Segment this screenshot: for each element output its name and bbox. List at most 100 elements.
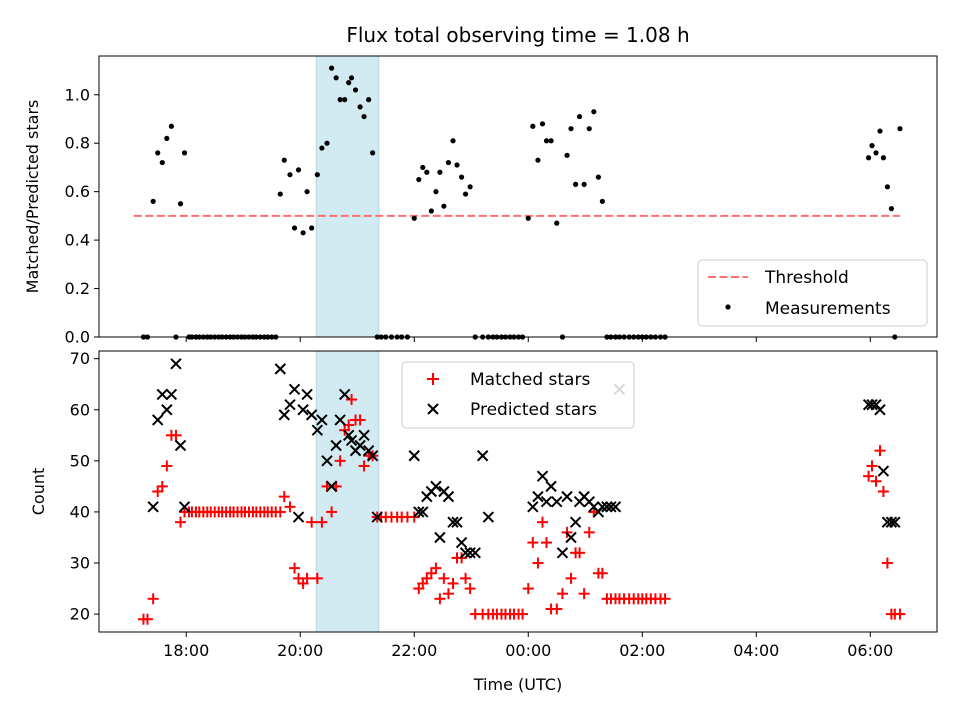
measurement-point [295,167,302,173]
measurement-point [150,198,156,204]
matched-star-point [326,506,338,518]
matched-star-point [551,603,563,615]
matched-star-point [434,593,446,605]
measurement-point [877,128,883,134]
matched-star-point [311,572,323,584]
predicted-star-point [345,434,358,447]
cross-b [455,536,468,549]
matched-star-point [346,394,358,406]
cross-b [413,506,425,518]
predicted-star-point [434,531,446,544]
cross-b [540,496,553,508]
measurement-point [869,143,875,149]
matched-star-point [894,608,906,620]
predicted-star-point [366,450,379,462]
chart-title: Flux total observing time = 1.08 h [346,23,689,47]
predicted-star-point [338,388,351,401]
y-tick-label: 0.6 [65,182,90,201]
y-tick-label: 20 [70,605,90,624]
predicted-star-point [161,404,173,416]
predicted-star-point [536,470,549,482]
measurement-point [361,113,367,120]
cross-b [366,450,379,462]
measurement-point [884,184,891,190]
matched-star-point [596,567,608,579]
measurement-point [554,220,560,226]
predicted-star-point [569,516,582,528]
predicted-star-point [284,398,296,411]
predicted-star-point [464,547,476,559]
predicted-star-point [354,439,366,452]
measurement-point [300,230,306,236]
matched-star-point [156,480,168,492]
bottom-legend: Matched stars Predicted stars [401,361,635,429]
bottom-y-axis-label: Count [29,468,48,516]
cross-b [459,547,472,559]
cross-b [174,439,187,452]
predicted-star-point [330,439,342,452]
measurement-point [348,75,355,81]
legend-matched-label: Matched stars [470,370,590,390]
x-tick-label: 22:00 [391,641,437,660]
matched-star-point [358,460,370,472]
predicted-star-point [297,404,309,416]
legend-measurements-swatch [725,304,731,310]
cross-b [609,501,622,513]
cross-b [170,358,182,370]
predicted-star-point [885,516,898,528]
cross-b [284,398,296,411]
top-y-axis-label: Matched/Predicted stars [23,100,42,294]
matched-star-point [141,613,153,625]
y-tick-label: 50 [70,451,90,470]
y-tick-label: 70 [70,349,90,368]
cross-b [605,501,617,513]
predicted-star-point [532,490,544,503]
predicted-star-point [430,480,442,493]
matched-star-point [170,429,182,441]
legend-predicted-label: Predicted stars [470,400,597,420]
cross-b [305,409,318,421]
matched-star-point [284,501,296,513]
matched-star-point [334,455,346,467]
measurement-point [159,159,165,166]
bottom-y-ticks: 20 30 40 50 60 70 [70,349,99,624]
predicted-star-point [170,358,182,370]
measurement-point [897,126,903,132]
measurement-point [548,138,554,144]
y-tick-label: 0.8 [65,134,90,153]
legend-matched-swatch [427,373,439,385]
y-tick-label: 0.2 [65,279,90,298]
predicted-star-point [455,536,468,549]
y-tick-label: 60 [70,400,90,419]
measurement-point [581,181,587,187]
predicted-star-point [371,511,383,523]
matched-star-point [659,593,671,605]
measurement-point [564,152,570,158]
cross-b [885,516,898,528]
predicted-star-point [889,516,901,528]
matched-star-point [565,572,577,584]
predicted-star-point [358,429,370,442]
measurement-point [155,150,161,156]
cross-b [527,501,539,513]
measurement-point [599,198,605,204]
cross-b [278,409,290,421]
x-tick-label: 02:00 [619,641,665,660]
predicted-star-point [605,501,617,513]
matched-star-point [574,547,586,559]
top-y-ticks: 0.0 0.2 0.4 0.6 0.8 1.0 [65,85,99,347]
measurement-point [458,174,465,180]
predicted-star-point [417,506,429,518]
y-tick-label: 0.4 [65,231,90,250]
measurement-point [591,109,597,115]
cross-b [866,398,878,411]
predicted-star-point [305,409,318,421]
predicted-star-point [288,383,301,396]
cross-b [316,414,328,426]
cross-b [354,439,366,452]
measurement-point [530,123,536,129]
cross-b [338,388,351,401]
predicted-star-point [601,501,613,513]
predicted-star-point [442,490,455,503]
